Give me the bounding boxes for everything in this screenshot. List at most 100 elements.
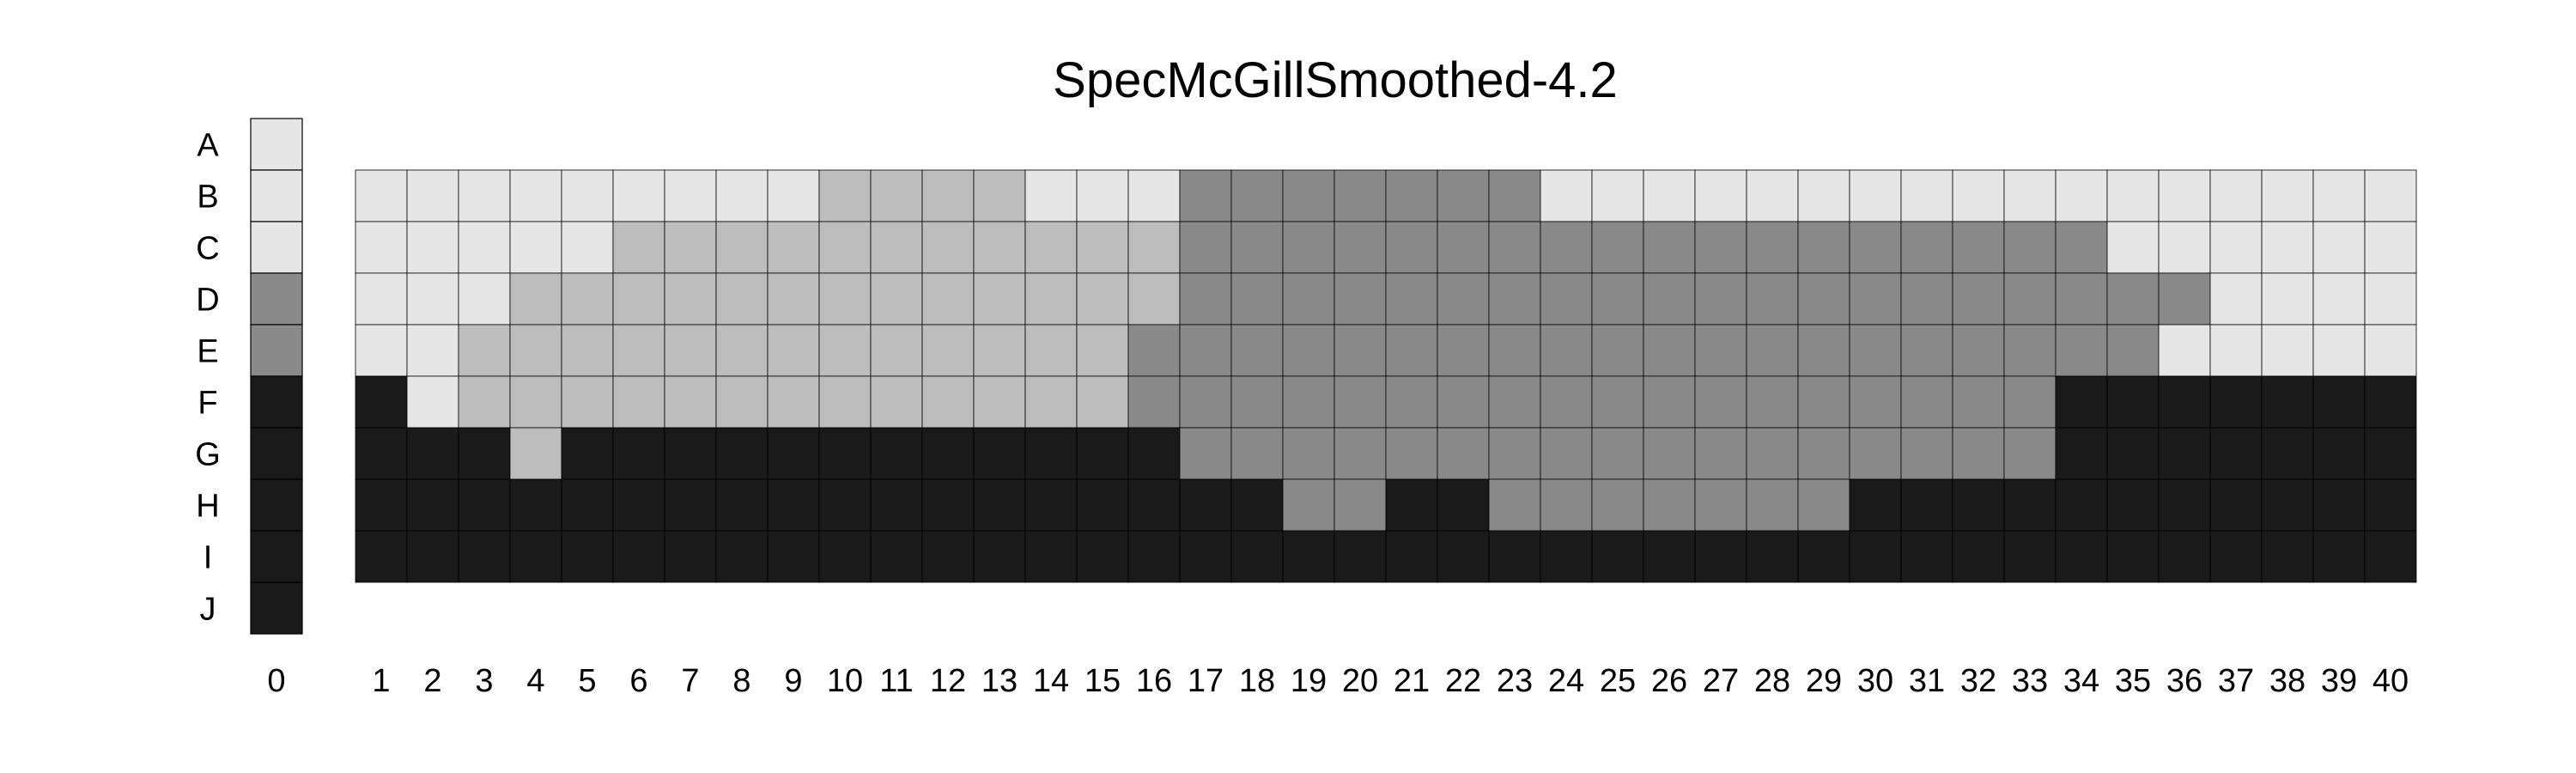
cell-38-g (2261, 427, 2314, 480)
cell-10-d (818, 272, 872, 326)
cell-3-i (458, 530, 511, 583)
cell-1-f (355, 375, 408, 429)
row-label-j: J (200, 592, 216, 628)
cell-20-i (1334, 530, 1387, 583)
cell-20-d (1334, 272, 1387, 326)
column-label-30: 30 (1857, 663, 1893, 699)
cell-22-g (1437, 427, 1490, 480)
cell-9-b (767, 169, 820, 222)
cell-24-c (1540, 221, 1593, 274)
cell-19-c (1282, 221, 1335, 274)
column-label-31: 31 (1909, 663, 1945, 699)
cell-19-i (1282, 530, 1335, 583)
cell-13-c (973, 221, 1026, 274)
cell-12-h (921, 478, 975, 532)
cell-32-e (1952, 324, 2005, 377)
cell-33-d (2003, 272, 2057, 326)
cell-16-i (1127, 530, 1181, 583)
column-label-24: 24 (1548, 663, 1584, 699)
cell-16-b (1127, 169, 1181, 222)
cell-7-h (664, 478, 717, 532)
cell-23-h (1488, 478, 1541, 532)
cell-2-g (406, 427, 459, 480)
cell-28-f (1746, 375, 1799, 429)
cell-35-h (2106, 478, 2160, 532)
cell-29-g (1797, 427, 1850, 480)
cell-1-h (355, 478, 408, 532)
cell-1-i (355, 530, 408, 583)
cell-33-h (2003, 478, 2057, 532)
cell-23-b (1488, 169, 1541, 222)
row-label-c: C (196, 231, 219, 267)
cell-19-b (1282, 169, 1335, 222)
cell-6-h (612, 478, 665, 532)
cell-6-d (612, 272, 665, 326)
cell-32-f (1952, 375, 2005, 429)
cell-30-d (1849, 272, 1902, 326)
cell-18-i (1230, 530, 1284, 583)
cell-36-c (2158, 221, 2211, 274)
cell-5-c (561, 221, 614, 274)
cell-9-i (767, 530, 820, 583)
cell-17-c (1179, 221, 1232, 274)
cell-29-e (1797, 324, 1850, 377)
cell-32-d (1952, 272, 2005, 326)
cell-27-i (1694, 530, 1747, 583)
cell-27-c (1694, 221, 1747, 274)
grid-cells (355, 169, 2417, 583)
cell-21-i (1385, 530, 1438, 583)
cell-21-e (1385, 324, 1438, 377)
cell-33-c (2003, 221, 2057, 274)
cell-27-b (1694, 169, 1747, 222)
cell-4-f (509, 375, 562, 429)
cell-18-d (1230, 272, 1284, 326)
cell-32-b (1952, 169, 2005, 222)
cell-33-e (2003, 324, 2057, 377)
cell-12-g (921, 427, 975, 480)
cell-9-e (767, 324, 820, 377)
cell-22-c (1437, 221, 1490, 274)
cell-35-e (2106, 324, 2160, 377)
cell-8-e (715, 324, 769, 377)
cell-2-b (406, 169, 459, 222)
cell-34-c (2055, 221, 2108, 274)
cell-28-b (1746, 169, 1799, 222)
cell-25-g (1591, 427, 1644, 480)
cell-34-d (2055, 272, 2108, 326)
cell-15-b (1076, 169, 1129, 222)
column-label-19: 19 (1291, 663, 1327, 699)
cell-13-g (973, 427, 1026, 480)
cell-35-c (2106, 221, 2160, 274)
cell-1-c (355, 221, 408, 274)
cell-5-i (561, 530, 614, 583)
cell-36-f (2158, 375, 2211, 429)
cell-14-d (1024, 272, 1078, 326)
cell-31-e (1900, 324, 1953, 377)
row-label-a: A (197, 128, 219, 164)
column-label-5: 5 (578, 663, 596, 699)
cell-11-d (870, 272, 923, 326)
cell-39-e (2312, 324, 2366, 377)
cell-27-h (1694, 478, 1747, 532)
column-label-7: 7 (681, 663, 699, 699)
column-label-13: 13 (981, 663, 1018, 699)
column-label-40: 40 (2372, 663, 2409, 699)
cell-20-e (1334, 324, 1387, 377)
cell-9-g (767, 427, 820, 480)
row-label-f: F (197, 386, 217, 422)
cell-17-f (1179, 375, 1232, 429)
cell-18-b (1230, 169, 1284, 222)
column-label-14: 14 (1033, 663, 1069, 699)
cell-34-h (2055, 478, 2108, 532)
cell-24-d (1540, 272, 1593, 326)
cell-7-c (664, 221, 717, 274)
column-label-1: 1 (372, 663, 390, 699)
cell-7-e (664, 324, 717, 377)
cell-0-b (250, 169, 303, 222)
cell-15-g (1076, 427, 1129, 480)
cell-0-e (250, 324, 303, 377)
column-label-16: 16 (1136, 663, 1172, 699)
cell-32-i (1952, 530, 2005, 583)
cell-29-c (1797, 221, 1850, 274)
cell-5-h (561, 478, 614, 532)
